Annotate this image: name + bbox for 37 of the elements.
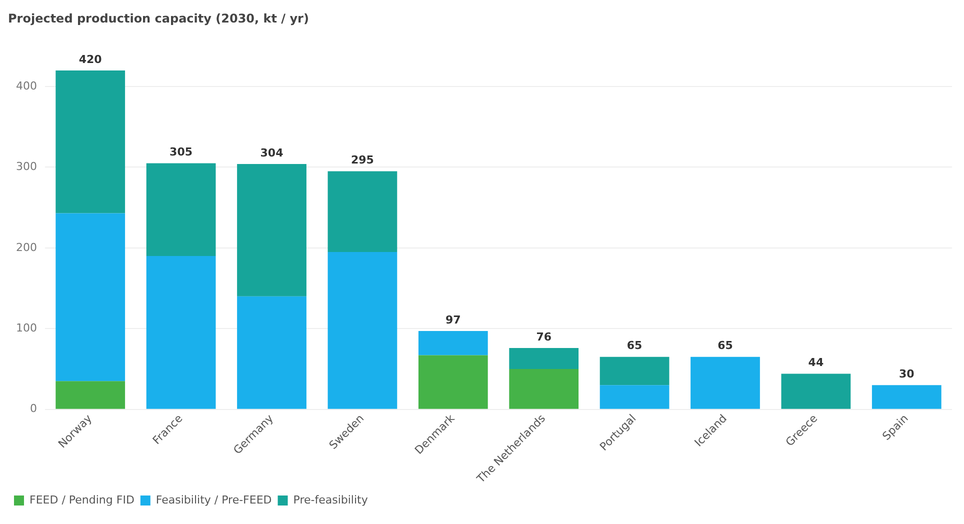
y-tick-label: 100 — [16, 321, 37, 334]
total-label: 295 — [350, 154, 374, 167]
bar — [418, 331, 488, 356]
bar — [56, 70, 126, 214]
y-tick-label: 400 — [16, 79, 37, 92]
bar — [872, 385, 942, 409]
bar — [600, 356, 670, 386]
total-label: 420 — [78, 52, 102, 66]
total-label: 304 — [260, 146, 284, 160]
total-label: 97 — [445, 313, 461, 326]
legend-label: FEED / Pending FID — [30, 493, 134, 506]
y-tick-label: 300 — [16, 160, 37, 174]
bar — [237, 164, 306, 296]
bar — [146, 163, 216, 256]
bar — [600, 385, 670, 409]
total-label: 305 — [170, 146, 193, 159]
bar — [418, 355, 488, 409]
bar — [328, 171, 398, 252]
y-tick-label: 0 — [30, 402, 37, 416]
legend-label: Feasibility / Pre-FEED — [156, 493, 272, 506]
bar — [56, 381, 126, 409]
bar — [690, 356, 760, 409]
bar — [56, 213, 126, 382]
bar — [237, 296, 306, 409]
bar — [146, 256, 216, 409]
total-label: 76 — [536, 330, 552, 344]
bar — [509, 368, 579, 409]
legend-label: Pre-feasibility — [293, 493, 368, 506]
bar — [328, 252, 398, 409]
total-label: 65 — [626, 339, 642, 352]
total-label: 65 — [718, 339, 733, 352]
total-label: 30 — [898, 367, 915, 380]
total-label: 44 — [808, 356, 824, 370]
bar — [509, 348, 579, 369]
bar — [781, 374, 851, 409]
y-tick-label: 200 — [16, 240, 37, 254]
chart-title: Projected production capacity (2030, kt / yr) — [8, 11, 309, 26]
